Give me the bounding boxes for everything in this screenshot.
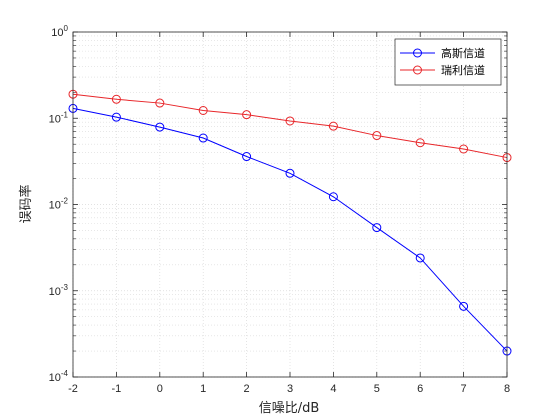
legend-item: 瑞利信道 [400, 63, 485, 77]
y-tick-label: 10-4 [49, 369, 69, 384]
data-point [285, 168, 295, 178]
x-tick-label: -1 [112, 383, 122, 395]
x-tick-label: 5 [374, 383, 380, 395]
x-tick-label: -2 [68, 383, 78, 395]
series-2 [68, 89, 512, 163]
y-tick-label: 100 [51, 24, 68, 39]
x-tick-label: 7 [461, 383, 467, 395]
data-point [459, 144, 469, 154]
data-point [328, 121, 338, 131]
y-tick-label: 10-3 [49, 283, 69, 298]
data-point [328, 192, 338, 202]
legend-item: 高斯信道 [400, 46, 485, 60]
data-point [155, 122, 165, 132]
data-point [111, 112, 121, 122]
data-point [111, 94, 121, 104]
x-tick-label: 8 [504, 383, 510, 395]
data-point [198, 105, 208, 115]
x-tick-label: 2 [244, 383, 250, 395]
x-tick-label: 1 [200, 383, 206, 395]
data-point [155, 98, 165, 108]
legend-label: 高斯信道 [441, 46, 485, 60]
axis-ticks [72, 31, 508, 378]
data-point [242, 152, 252, 162]
data-point [372, 131, 382, 141]
x-tick-labels: -2 -1 0 1 2 3 4 5 6 7 8 [68, 383, 510, 395]
legend-box [394, 38, 502, 86]
x-tick-label: 3 [287, 383, 293, 395]
x-tick-label: 0 [157, 383, 163, 395]
legend-marker [413, 48, 422, 58]
data-point [415, 138, 425, 148]
data-point [459, 301, 469, 311]
series-line [72, 93, 508, 159]
legend-label: 瑞利信道 [441, 63, 485, 77]
data-point [285, 116, 295, 126]
y-tick-labels: 100 10-1 10-2 10-3 10-4 [49, 24, 69, 384]
y-axis-label: 误码率 [18, 184, 34, 223]
x-tick-label: 4 [330, 383, 336, 395]
y-tick-label: 10-1 [49, 110, 69, 125]
series-layer [68, 89, 512, 356]
data-point [198, 133, 208, 143]
y-tick-label: 10-2 [49, 197, 69, 212]
x-axis-label: 信噪比/dB [259, 401, 320, 416]
legend-marker [413, 65, 422, 75]
data-point [242, 110, 252, 120]
series-line [72, 107, 508, 352]
x-tick-label: 6 [417, 383, 423, 395]
data-point [372, 223, 382, 233]
data-point [415, 253, 425, 263]
